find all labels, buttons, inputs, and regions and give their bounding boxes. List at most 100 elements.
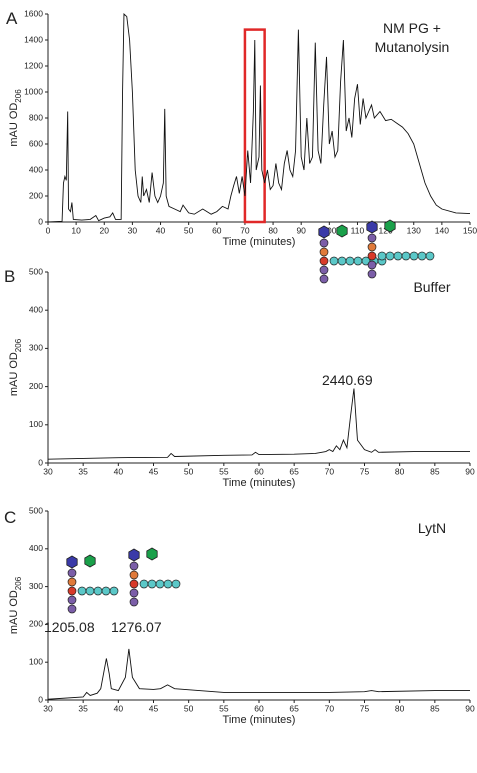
y-tick-label: 400 — [29, 304, 43, 314]
glycan-icon — [128, 547, 181, 607]
y-tick-label: 100 — [29, 656, 43, 666]
glycan-residue — [171, 579, 181, 589]
y-axis-title-main: mAU OD — [8, 352, 20, 396]
glycan-hexagon — [84, 554, 96, 568]
x-tick-label: 85 — [430, 466, 440, 476]
glycan-residue — [77, 586, 87, 596]
y-tick-label: 800 — [29, 112, 43, 122]
glycan-residue — [401, 251, 411, 261]
glycan-hexagon — [384, 219, 396, 233]
y-tick-label: 300 — [29, 581, 43, 591]
x-tick-label: 75 — [360, 703, 370, 713]
x-tick-label: 60 — [254, 703, 264, 713]
peak-label: 2440.69 — [322, 372, 373, 388]
glycan-residue — [67, 577, 77, 587]
glycan-hexagon — [366, 220, 378, 234]
x-tick-label: 70 — [240, 225, 250, 235]
x-tick-label: 40 — [114, 703, 124, 713]
glycan-residue — [319, 247, 329, 257]
glycan-residue — [319, 256, 329, 266]
y-tick-label: 1200 — [24, 60, 43, 70]
x-tick-label: 35 — [78, 703, 88, 713]
glycan-hexagon — [146, 547, 158, 561]
glycan-hexagon — [66, 555, 78, 569]
y-tick-label: 1000 — [24, 86, 43, 96]
panel-title: NM PG + — [383, 20, 441, 36]
glycan-residue — [129, 570, 139, 580]
x-tick-label: 40 — [156, 225, 166, 235]
glycan-residue — [425, 251, 435, 261]
x-tick-label: 80 — [395, 466, 405, 476]
x-tick-label: 45 — [149, 466, 159, 476]
x-tick-label: 80 — [395, 703, 405, 713]
glycan-icon — [66, 554, 119, 614]
x-tick-label: 60 — [254, 466, 264, 476]
glycan-residue — [129, 588, 139, 598]
x-tick-label: 20 — [100, 225, 110, 235]
x-tick-label: 90 — [465, 466, 475, 476]
glycan-residue — [129, 597, 139, 607]
trace — [47, 388, 470, 460]
x-tick-label: 80 — [268, 225, 278, 235]
y-tick-label: 1600 — [24, 8, 43, 18]
panel-title: Buffer — [413, 279, 450, 295]
glycan-residue — [367, 269, 377, 279]
glycan-residue — [377, 251, 387, 261]
x-tick-label: 150 — [463, 225, 477, 235]
y-tick-label: 500 — [29, 505, 43, 515]
glycan-residue — [109, 586, 119, 596]
y-axis-title: mAU OD206 — [8, 576, 23, 634]
highlight-box — [243, 28, 266, 224]
y-tick-label: 400 — [29, 164, 43, 174]
x-tick-label: 110 — [351, 225, 365, 235]
y-tick-label: 0 — [38, 216, 43, 226]
x-tick-label: 50 — [184, 703, 194, 713]
glycan-hexagon — [318, 225, 330, 239]
glycan-residue — [393, 251, 403, 261]
peak-label: 1276.07 — [111, 619, 162, 635]
x-tick-label: 35 — [78, 466, 88, 476]
x-tick-label: 65 — [289, 703, 299, 713]
x-tick-label: 55 — [219, 703, 229, 713]
glycan-residue — [329, 256, 339, 266]
y-axis-title-main: mAU OD — [8, 590, 20, 634]
y-axis-title-main: mAU OD — [8, 103, 20, 147]
glycan-residue — [147, 579, 157, 589]
glycan-residue — [367, 233, 377, 243]
y-tick-label: 400 — [29, 543, 43, 553]
trace — [47, 12, 471, 223]
panel-label: C — [4, 508, 16, 527]
x-tick-label: 50 — [184, 466, 194, 476]
glycan-residue — [67, 568, 77, 578]
glycan-residue — [337, 256, 347, 266]
glycan-residue — [85, 586, 95, 596]
y-tick-label: 0 — [38, 694, 43, 704]
x-axis-title: Time (minutes) — [223, 236, 296, 248]
y-tick-label: 500 — [29, 266, 43, 276]
glycan-residue — [417, 251, 427, 261]
y-tick-label: 1400 — [24, 34, 43, 44]
glycan-residue — [367, 260, 377, 270]
x-tick-label: 30 — [43, 703, 53, 713]
glycan-residue — [67, 595, 77, 605]
y-axis-title-sub: 206 — [14, 89, 23, 103]
glycan-hexagon — [128, 548, 140, 562]
glycan-residue — [367, 242, 377, 252]
x-tick-label: 140 — [435, 225, 449, 235]
x-tick-label: 75 — [360, 466, 370, 476]
x-tick-label: 45 — [149, 703, 159, 713]
x-axis-title: Time (minutes) — [223, 477, 296, 489]
glycan-residue — [367, 251, 377, 261]
glycan-residue — [409, 251, 419, 261]
glycan-residue — [93, 586, 103, 596]
glycan-residue — [101, 586, 111, 596]
y-tick-label: 200 — [29, 619, 43, 629]
y-axis-title: mAU OD206 — [8, 338, 23, 396]
glycan-residue — [319, 238, 329, 248]
x-tick-label: 40 — [114, 466, 124, 476]
glycan-residue — [67, 604, 77, 614]
x-tick-label: 70 — [325, 466, 335, 476]
x-tick-label: 30 — [43, 466, 53, 476]
x-tick-label: 0 — [46, 225, 51, 235]
